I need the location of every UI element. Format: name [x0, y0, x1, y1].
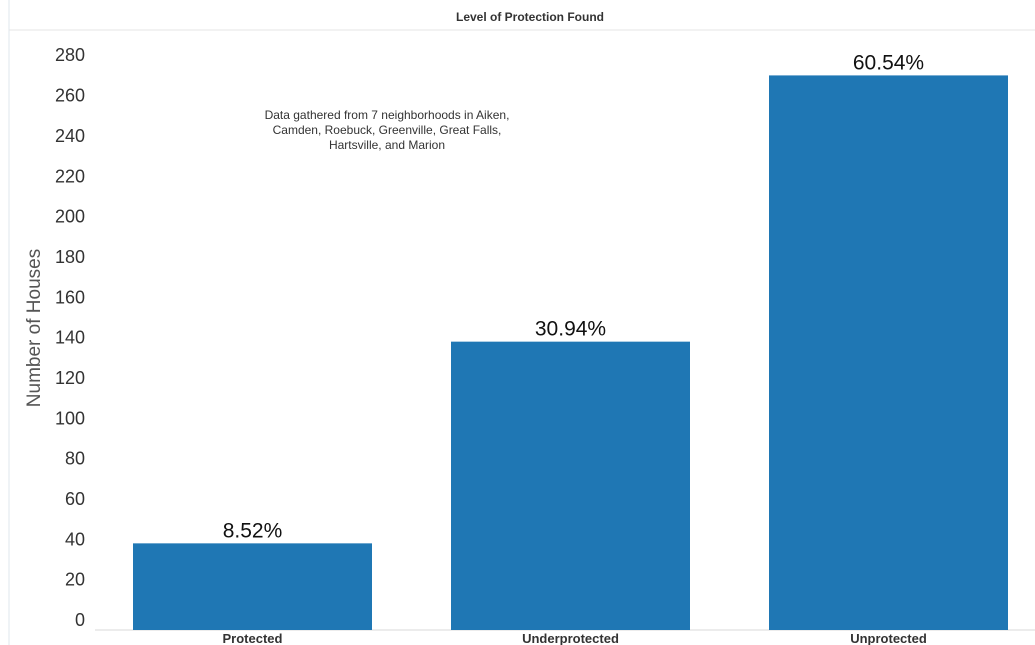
- chart-title: Level of Protection Found: [456, 10, 604, 24]
- bar-data-label: 30.94%: [535, 318, 606, 341]
- annotation-line: Hartsville, and Marion: [329, 138, 445, 152]
- x-axis-categories: Protected Underprotected Unprotected: [223, 631, 927, 645]
- y-axis-ticks: 0 20 40 60 80 100 120 140 160 180 200 220 240 260 280: [55, 45, 85, 630]
- annotation-line: Camden, Roebuck, Greenville, Great Falls…: [273, 123, 502, 137]
- y-tick-label: 260: [55, 86, 85, 106]
- y-tick-label: 240: [55, 126, 85, 146]
- annotation-note: Data gathered from 7 neighborhoods in Ai…: [265, 108, 510, 152]
- y-axis-title: Number of Houses: [24, 249, 45, 407]
- x-category-label: Protected: [223, 631, 283, 645]
- y-tick-label: 220: [55, 166, 85, 186]
- y-tick-label: 120: [55, 368, 85, 388]
- y-tick-label: 80: [65, 449, 85, 469]
- bar-data-label: 60.54%: [853, 51, 924, 74]
- y-tick-label: 200: [55, 207, 85, 227]
- y-tick-label: 0: [75, 610, 85, 630]
- y-tick-label: 60: [65, 489, 85, 509]
- y-tick-label: 140: [55, 328, 85, 348]
- bar-data-label: 8.52%: [223, 519, 283, 542]
- x-category-label: Unprotected: [850, 631, 927, 645]
- y-tick-label: 160: [55, 287, 85, 307]
- y-tick-label: 20: [65, 570, 85, 590]
- y-tick-label: 40: [65, 529, 85, 549]
- y-tick-label: 180: [55, 247, 85, 267]
- data-labels: 8.52% 30.94% 60.54%: [223, 51, 924, 542]
- x-category-label: Underprotected: [522, 631, 619, 645]
- y-tick-label: 280: [55, 45, 85, 65]
- bars: [133, 75, 1008, 630]
- bar: [451, 341, 690, 630]
- bar: [769, 75, 1008, 630]
- y-tick-label: 100: [55, 408, 85, 428]
- annotation-line: Data gathered from 7 neighborhoods in Ai…: [265, 108, 510, 122]
- bar: [133, 543, 372, 630]
